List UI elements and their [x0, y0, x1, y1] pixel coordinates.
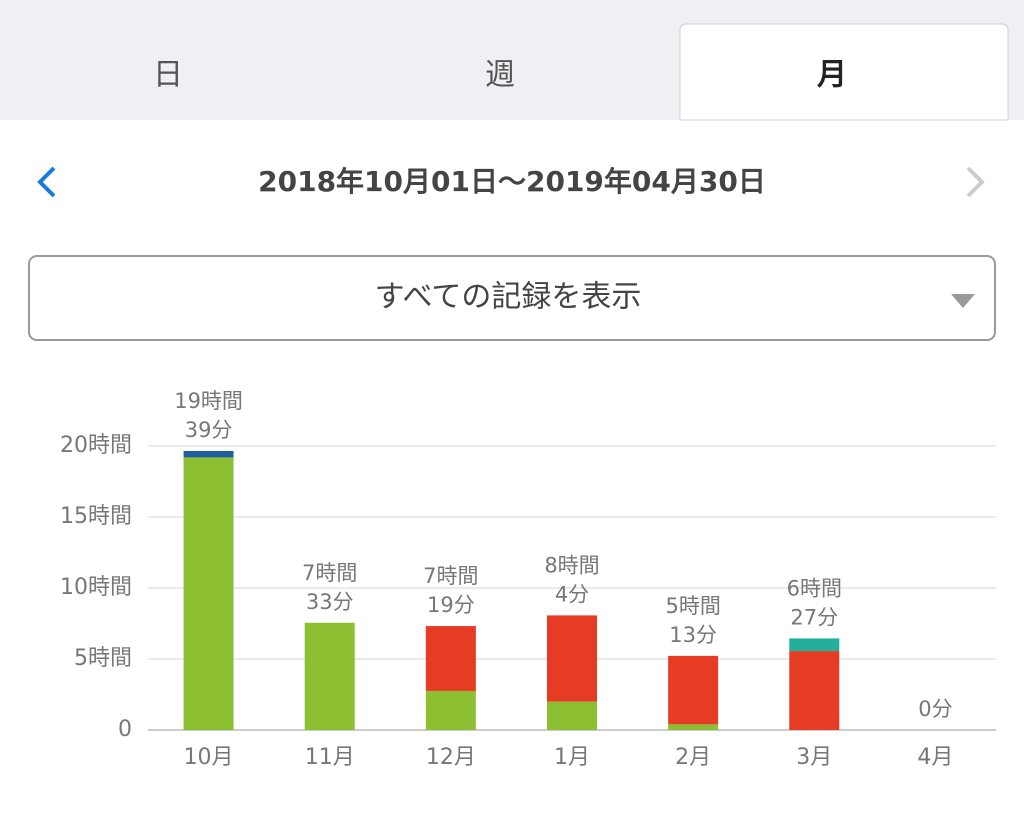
bar-segment [425, 690, 476, 730]
total-label-line: 6時間 [787, 576, 842, 600]
total-label-line: 8時間 [544, 553, 599, 577]
total-label-line: 19分 [427, 593, 475, 617]
bar-segment [668, 724, 719, 730]
total-label-line: 39分 [185, 418, 233, 442]
bar-segment [425, 626, 476, 691]
y-tick-label: 0 [118, 717, 132, 742]
bar-segment [304, 622, 355, 730]
bar-segment [789, 651, 840, 730]
total-label-line: 27分 [790, 605, 838, 629]
y-tick-label: 5時間 [74, 646, 132, 671]
total-label-line: 33分 [306, 590, 354, 614]
next-button[interactable] [966, 166, 985, 198]
x-tick-label: 2月 [675, 745, 711, 770]
total-label-line: 13分 [669, 623, 717, 647]
y-tick-label: 10時間 [60, 575, 132, 600]
x-tick-label: 11月 [305, 745, 355, 770]
total-label: 19時間 39分 [174, 389, 243, 442]
bar-segment [183, 457, 234, 730]
x-tick-label: 3月 [796, 745, 832, 770]
total-label-line: 7時間 [302, 561, 357, 585]
x-tick-label: 4月 [917, 745, 953, 770]
dropdown-arrow [951, 294, 975, 308]
bar-segment [547, 701, 597, 730]
chart: 05時間10時間15時間20時間19時間39分10月7時間33分11月7時間19… [60, 389, 996, 770]
filter-dropdown[interactable] [28, 255, 996, 341]
bar-segment [668, 655, 719, 725]
date-range: 2018年10月01日〜2019年04月30日 [258, 165, 766, 198]
tab[interactable]: 日 [153, 58, 183, 93]
tab[interactable]: 月 [817, 58, 847, 93]
x-tick-label: 10月 [184, 745, 234, 770]
filter-text: すべての記録を表示 [375, 280, 642, 315]
bar-segment [789, 638, 840, 652]
bar-segment [183, 450, 234, 458]
total-label-line: 4分 [555, 582, 589, 606]
y-tick-label: 20時間 [60, 433, 132, 458]
total-label-line: 7時間 [423, 564, 478, 588]
y-tick-label: 15時間 [60, 504, 132, 529]
prev-button[interactable] [37, 166, 56, 198]
x-tick-label: 12月 [426, 745, 476, 770]
tab[interactable]: 週 [485, 58, 515, 93]
tab-selected[interactable] [679, 23, 1009, 121]
x-tick-label: 1月 [554, 745, 590, 770]
total-label: 0分 [918, 697, 952, 721]
total-label-line: 5時間 [665, 594, 720, 618]
bar-segment [547, 615, 597, 702]
total-label-line: 0分 [918, 697, 952, 721]
total-label-line: 19時間 [174, 389, 243, 413]
